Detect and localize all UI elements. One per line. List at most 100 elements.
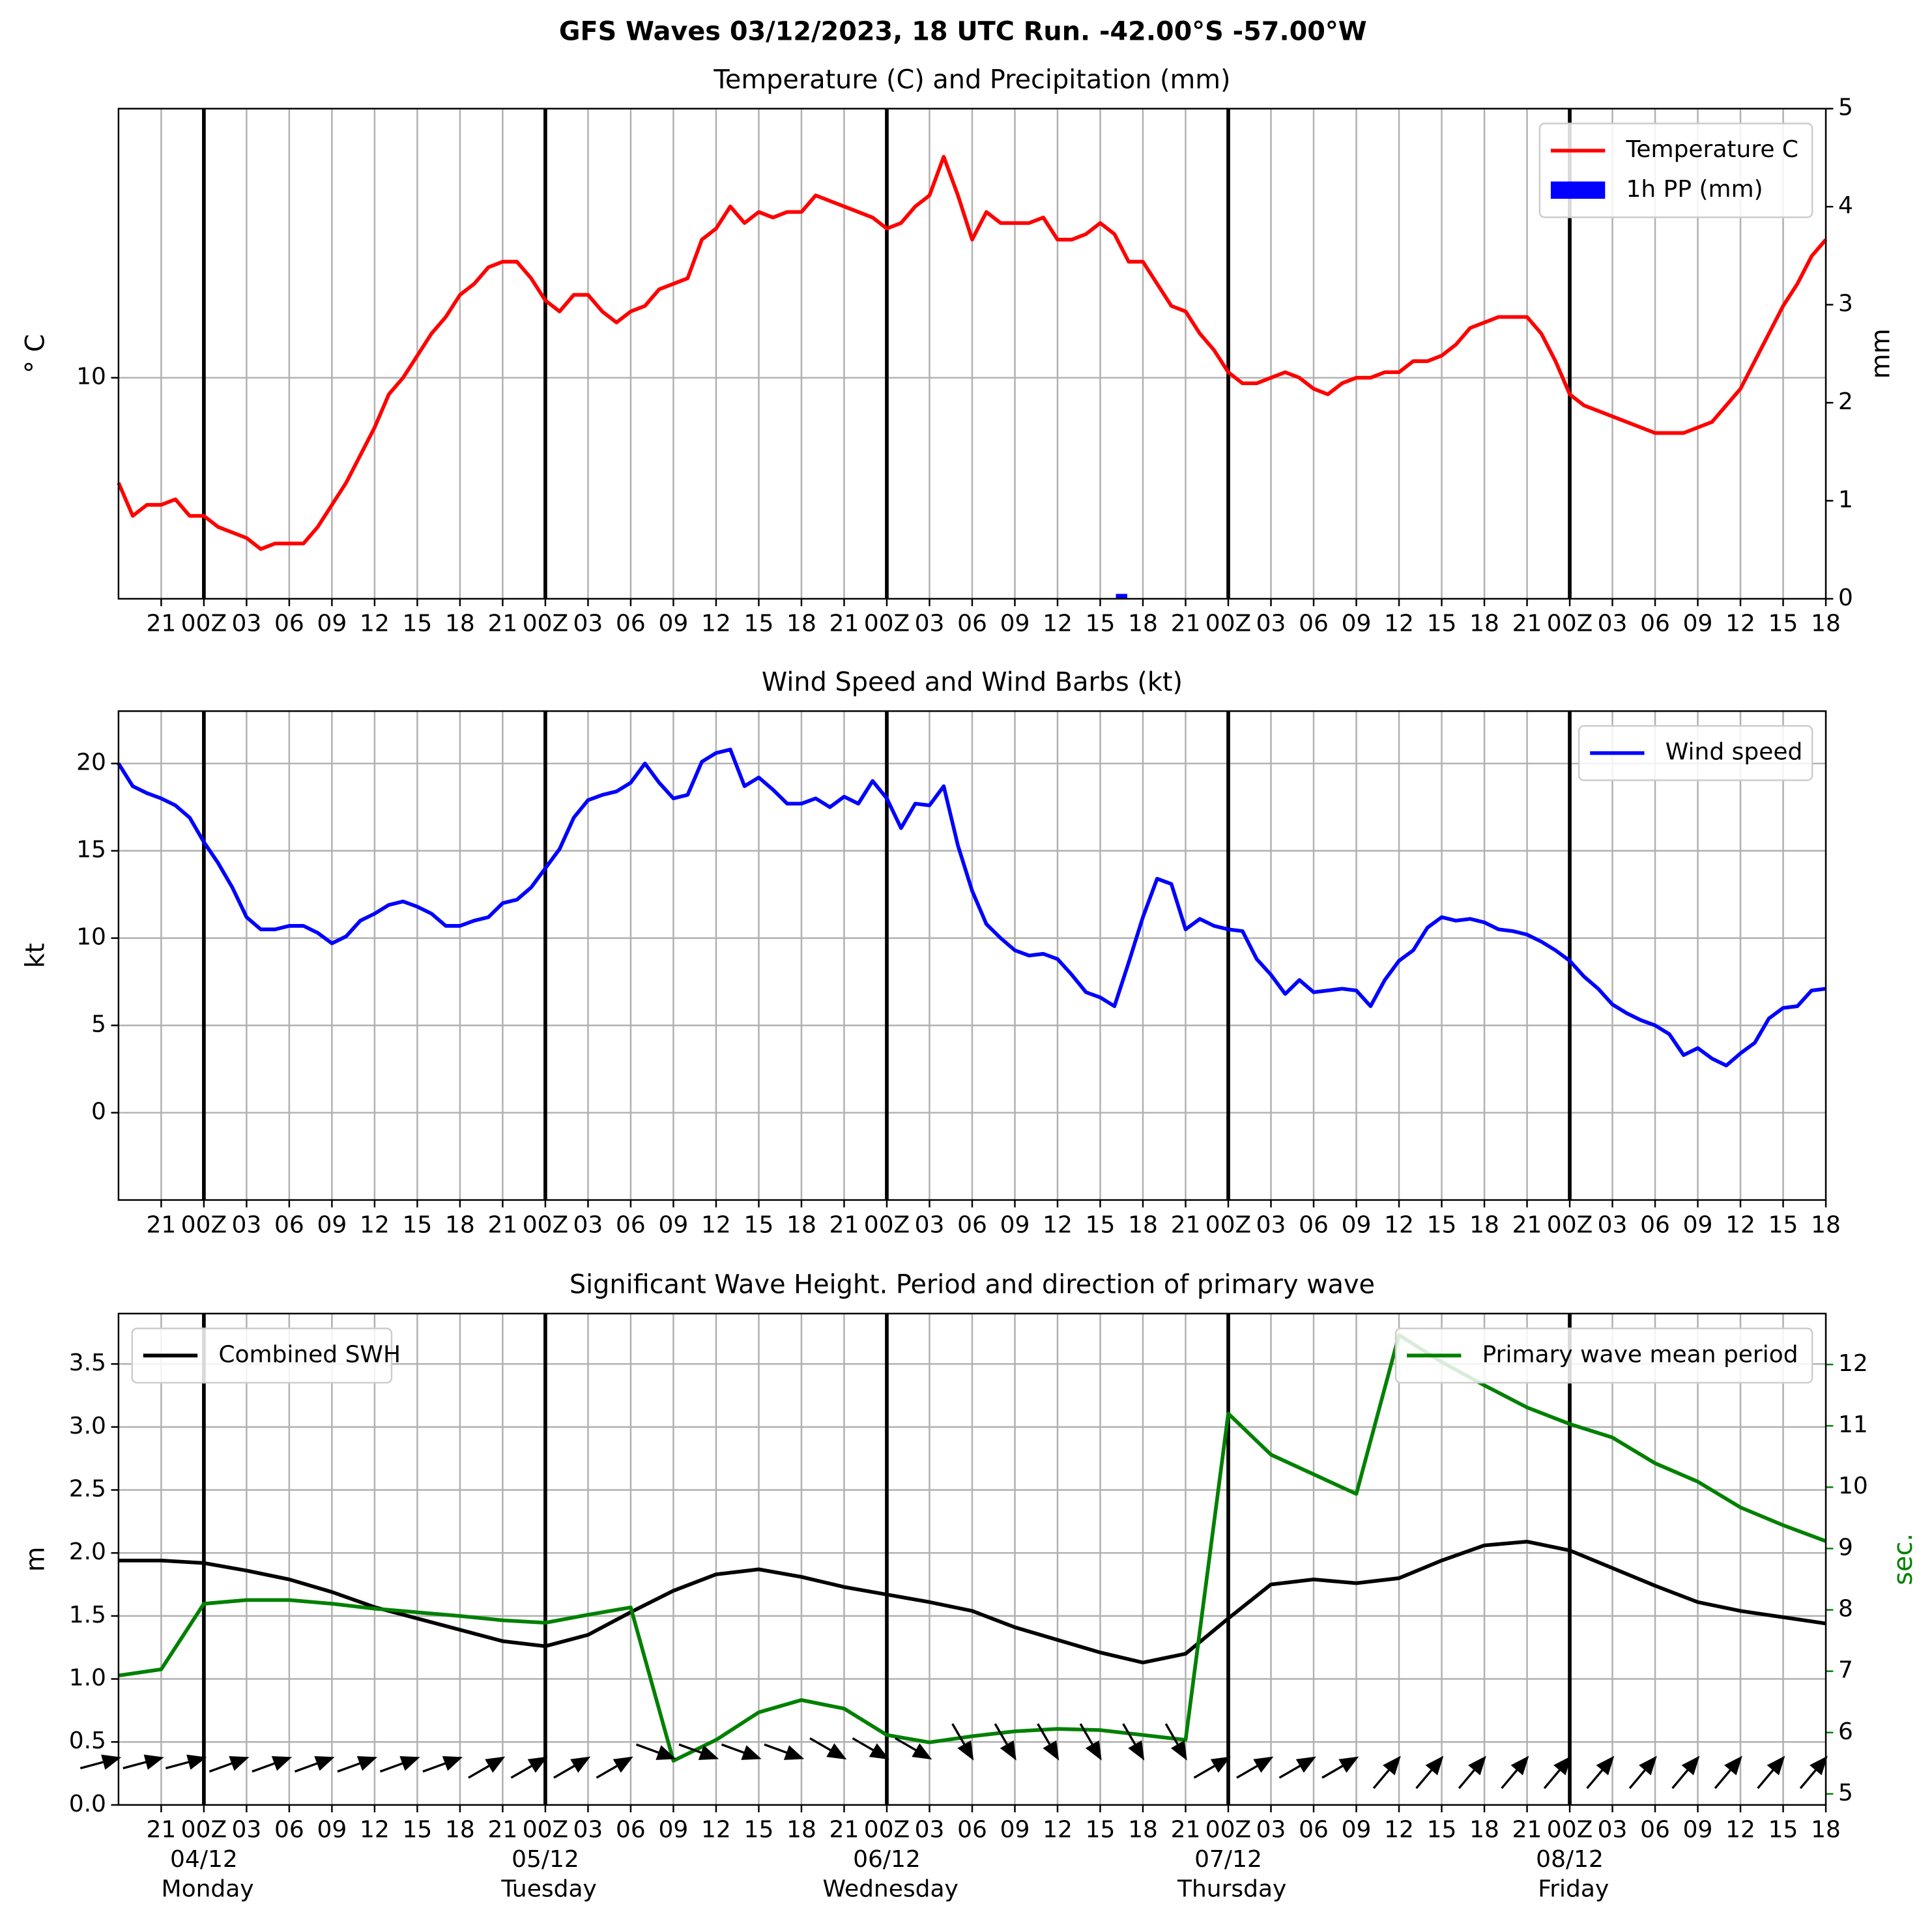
x-tick-label: 00Z — [523, 611, 568, 637]
direction-arrow — [1278, 1756, 1316, 1779]
x-tick-label: 21 — [1512, 1211, 1542, 1238]
x-tick-label: 21 — [1171, 1817, 1201, 1843]
x-tick-label: 09 — [1683, 1211, 1713, 1238]
x-tick-label: 06 — [616, 611, 646, 637]
direction-arrow — [1543, 1755, 1572, 1789]
y2-tick-label: 5 — [1838, 1780, 1853, 1806]
direction-arrow — [895, 1737, 932, 1760]
direction-arrow — [337, 1755, 378, 1773]
direction-arrow — [1236, 1756, 1274, 1779]
x-tick-label: 00Z — [864, 1817, 910, 1843]
x-tick-label: 09 — [1000, 611, 1030, 637]
x-tick-label: 21 — [1171, 1211, 1201, 1238]
y-tick-label: 0.0 — [69, 1791, 106, 1817]
x-tick-label: 00Z — [1205, 1211, 1251, 1238]
x-tick-label: 00Z — [181, 1817, 227, 1843]
direction-arrow — [1671, 1755, 1700, 1789]
x-tick-label: 09 — [659, 1817, 689, 1843]
x-tick-label: 03 — [1598, 1817, 1628, 1843]
x-tick-label: 15 — [403, 1817, 433, 1843]
x-tick-label: 06 — [1640, 1211, 1670, 1238]
x-tick-label: 15 — [403, 611, 433, 637]
x-tick-label: 15 — [1768, 611, 1798, 637]
legend-label: Primary wave mean period — [1482, 1341, 1798, 1368]
y2-tick-label: 2 — [1838, 388, 1853, 415]
x-tick-label: 03 — [915, 611, 945, 637]
direction-arrow — [596, 1756, 633, 1779]
x-tick-label: 18 — [445, 1211, 475, 1238]
direction-arrow — [1122, 1723, 1145, 1761]
direction-arrow — [1757, 1755, 1785, 1789]
direction-arrow — [1586, 1755, 1615, 1789]
x-tick-label: 15 — [744, 1211, 774, 1238]
bar — [1116, 594, 1127, 599]
x-tick-label: 12 — [701, 1817, 731, 1843]
y-axis-label: m — [20, 1546, 50, 1572]
x-tick-label: 06 — [1299, 1211, 1329, 1238]
x-tick-label: 06 — [274, 1211, 304, 1238]
x-tick-label: 00Z — [1205, 611, 1251, 637]
x-tick-label: 00Z — [1547, 1817, 1593, 1843]
day-name-label: Monday — [162, 1876, 254, 1903]
x-tick-label: 21 — [829, 1817, 859, 1843]
y2-tick-label: 11 — [1838, 1411, 1868, 1438]
legend-box — [131, 1327, 393, 1384]
direction-arrow — [1079, 1723, 1102, 1761]
y-tick-label: 3.5 — [69, 1350, 106, 1376]
day-name-label: Thursday — [1177, 1876, 1286, 1903]
x-tick-label: 03 — [1256, 1211, 1286, 1238]
x-tick-label: 18 — [445, 611, 475, 637]
x-tick-label: 21 — [488, 1817, 518, 1843]
x-tick-label: 09 — [317, 1211, 347, 1238]
y2-tick-label: 6 — [1838, 1718, 1853, 1745]
direction-arrow — [1628, 1755, 1657, 1789]
y-tick-label: 2.0 — [69, 1538, 106, 1565]
x-tick-label: 09 — [1342, 611, 1372, 637]
direction-arrow — [1321, 1756, 1359, 1779]
legend-box — [1538, 123, 1813, 218]
x-tick-label: 00Z — [1547, 1211, 1593, 1238]
direction-arrow — [1037, 1723, 1060, 1761]
x-tick-label: 00Z — [1205, 1817, 1251, 1843]
y-tick-label: 1.5 — [69, 1602, 106, 1628]
x-tick-label: 18 — [1128, 1211, 1158, 1238]
x-tick-label: 18 — [1128, 611, 1158, 637]
x-tick-label: 18 — [786, 1211, 816, 1238]
x-tick-label: 21 — [1512, 611, 1542, 637]
day-name-label: Wednesday — [822, 1876, 958, 1903]
y-tick-label: 0 — [91, 1099, 106, 1125]
series-line — [117, 747, 1826, 1068]
direction-arrow — [422, 1755, 463, 1773]
day-date-label: 04/12 — [170, 1846, 238, 1873]
y2-tick-label: 8 — [1838, 1596, 1853, 1623]
y2-tick-label: 1 — [1838, 486, 1853, 513]
direction-arrow — [678, 1743, 719, 1760]
x-tick-label: 18 — [786, 611, 816, 637]
x-tick-label: 06 — [1299, 611, 1329, 637]
legend-label: Wind speed — [1665, 739, 1803, 766]
y-tick-label: 2.5 — [69, 1476, 106, 1503]
x-tick-label: 09 — [659, 1211, 689, 1238]
x-tick-label: 12 — [360, 611, 390, 637]
x-tick-label: 00Z — [864, 611, 910, 637]
direction-arrow — [721, 1743, 762, 1760]
y-tick-label: 20 — [76, 749, 106, 776]
x-tick-label: 21 — [829, 1211, 859, 1238]
x-tick-label: 03 — [231, 611, 261, 637]
y-tick-label: 5 — [91, 1011, 106, 1038]
y2-tick-label: 7 — [1838, 1657, 1853, 1684]
x-tick-label: 18 — [786, 1817, 816, 1843]
day-name-label: Friday — [1538, 1876, 1609, 1903]
direction-arrow — [852, 1737, 889, 1760]
x-tick-label: 18 — [1128, 1817, 1158, 1843]
x-tick-label: 12 — [701, 611, 731, 637]
direction-arrow — [1415, 1755, 1444, 1789]
x-tick-label: 09 — [317, 1817, 347, 1843]
direction-arrow — [165, 1754, 207, 1770]
y2-axis-label: mm — [1866, 328, 1896, 379]
direction-arrow — [1458, 1755, 1486, 1789]
x-tick-label: 03 — [915, 1211, 945, 1238]
x-tick-label: 18 — [1811, 1211, 1841, 1238]
